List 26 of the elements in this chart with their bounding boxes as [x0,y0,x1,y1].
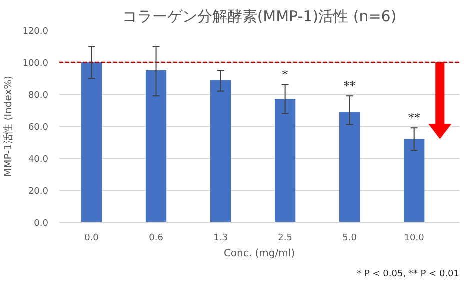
x-tick-label: 2.5 [278,234,292,244]
x-tick-label: 0.6 [149,234,164,244]
bar [404,139,425,222]
bar [81,62,102,222]
chart-title: コラーゲン分解酵素(MMP-1)活性 (n=6) [122,8,397,26]
x-axis-title: Conc. (mg/ml) [224,248,296,260]
y-tick-label: 0.0 [34,219,49,229]
bar [274,99,296,222]
y-tick-label: 100.0 [22,59,49,69]
x-tick-label: 1.3 [214,234,228,244]
text: * P < 0.05, ** P < 0.01 [357,270,460,280]
y-tick-label: 20.0 [28,187,49,197]
y-tick-label: 40.0 [28,155,49,165]
x-tick-label: 5.0 [342,234,358,244]
y-tick-label: 120.0 [22,27,49,37]
bar [146,70,167,222]
x-tick-label: 10.0 [404,234,425,244]
annotation: * [282,68,288,82]
y-axis-title: MMP-1活性 (Index%) [2,76,15,178]
y-tick-label: 80.0 [28,91,49,101]
y-tick-label: 60.0 [28,123,49,133]
bar [210,80,232,222]
annotation: ** [344,79,356,94]
x-tick-label: 0.0 [84,234,100,244]
annotation: ** [408,111,420,126]
bar [340,112,360,222]
